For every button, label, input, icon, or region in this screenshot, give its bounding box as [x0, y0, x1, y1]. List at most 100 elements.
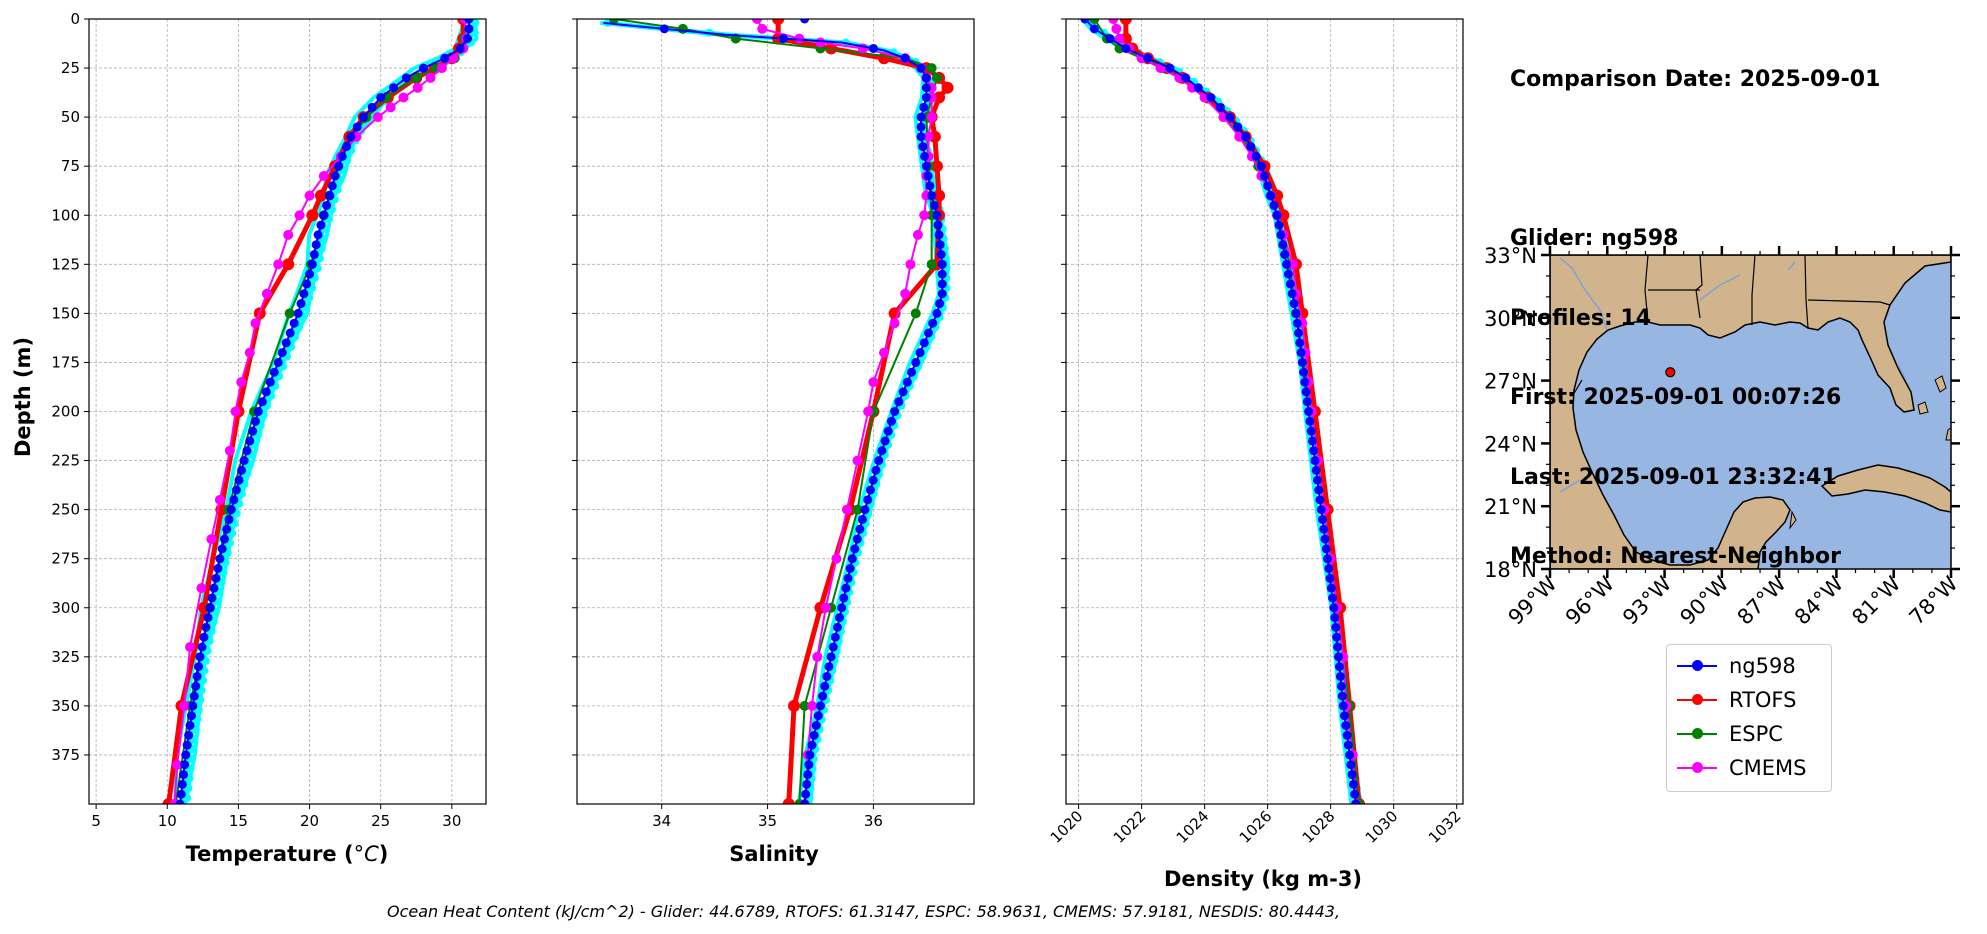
series-point-ng598	[900, 53, 910, 63]
series-point-ng598	[865, 485, 875, 495]
x-tick-label: 1032	[1425, 807, 1465, 847]
x-tick-label: 5	[91, 812, 101, 830]
series-point-ng598	[923, 328, 933, 338]
series-point-ng598	[902, 377, 912, 387]
series-point-ng598	[935, 299, 945, 309]
series-point-ng598	[1334, 662, 1344, 672]
map-rivers	[1559, 257, 1906, 493]
map-lat-label: 21°N	[1484, 495, 1537, 519]
series-point-cmems	[273, 259, 284, 270]
series-point-ng598	[182, 740, 192, 750]
series-point-ng598	[302, 279, 312, 289]
x-tick-label: 20	[300, 812, 319, 830]
map-lat-label: 30°N	[1484, 307, 1537, 331]
series-point-ng598	[1225, 112, 1235, 122]
series-point-cmems	[172, 759, 183, 770]
series-point-ng598	[464, 19, 474, 24]
y-tick-label: 125	[51, 255, 80, 273]
series-point-cmems	[820, 602, 831, 613]
series-point-ng598	[1291, 308, 1301, 318]
series-point-ng598	[890, 407, 900, 416]
series-point-cmems	[1287, 259, 1298, 270]
series-point-ng598	[839, 593, 849, 603]
series-point-ng598	[800, 799, 810, 804]
series-point-ng598	[826, 652, 836, 662]
series-point-ng598	[192, 671, 202, 681]
legend-marker	[1692, 660, 1703, 671]
series-point-ng598	[828, 642, 838, 652]
series-point-ng598	[191, 681, 201, 691]
series-point-ng598	[918, 142, 928, 152]
series-point-ng598	[802, 779, 812, 789]
series-point-rtofs	[788, 699, 801, 712]
legend-marker	[1692, 728, 1703, 739]
series-point-rtofs	[282, 258, 295, 271]
series-point-ng598	[209, 583, 219, 593]
y-tick-label: 150	[51, 304, 80, 322]
glider-location-marker	[1665, 367, 1676, 378]
series-point-ng598	[1121, 43, 1131, 53]
series-point-ng598	[1330, 613, 1340, 623]
series-point-cmems	[250, 318, 261, 329]
series-point-ng598	[898, 387, 908, 397]
series-point-ng598	[1343, 740, 1353, 750]
series-point-ng598	[261, 387, 271, 397]
series-point-ng598	[1294, 328, 1304, 338]
legend-label: CMEMS	[1729, 756, 1807, 780]
series-point-ng598	[248, 426, 258, 436]
legend-marker	[1692, 694, 1703, 705]
series-point-cmems	[1218, 112, 1229, 123]
series-point-ng598	[1278, 240, 1288, 250]
series-point-cmems	[294, 210, 305, 221]
series-point-ng598	[883, 426, 893, 436]
series-point-ng598	[1342, 730, 1352, 740]
map-land-cuba	[1820, 464, 1951, 513]
series-point-ng598	[894, 397, 904, 407]
series-point-ng598	[815, 701, 825, 711]
series-point-cmems	[244, 347, 255, 358]
series-point-ng598	[342, 142, 352, 152]
y-tick-label: 200	[51, 403, 80, 421]
series-point-ng598	[933, 220, 943, 230]
series-point-cmems	[889, 318, 900, 329]
series-point-cmems	[236, 377, 247, 388]
series-point-espc	[852, 504, 863, 515]
series-point-ng598	[305, 269, 315, 279]
y-tick-label: 50	[61, 108, 80, 126]
legend-item-cmems: CMEMS	[1667, 751, 1831, 785]
series-point-ng598	[197, 642, 207, 652]
series-point-cmems	[807, 700, 818, 711]
series-point-ng598	[1338, 701, 1348, 711]
series-point-ng598	[359, 112, 369, 122]
series-point-ng598	[224, 514, 234, 524]
series-point-ng598	[936, 250, 946, 259]
series-point-ng598	[1331, 622, 1341, 632]
series-point-ng598	[852, 534, 862, 544]
series-point-ng598	[928, 318, 938, 328]
legend-item-ng598: ng598	[1667, 649, 1831, 683]
series-point-ng598	[1319, 524, 1329, 534]
series-point-ng598	[245, 436, 255, 446]
series-point-ng598	[376, 93, 386, 102]
series-point-ng598	[253, 407, 263, 416]
series-point-cmems	[926, 112, 937, 123]
series-point-ng598	[313, 230, 323, 240]
map-lat-label: 33°N	[1484, 244, 1537, 268]
series-point-ng598	[807, 740, 817, 750]
series-point-cmems	[794, 33, 805, 44]
series-point-espc	[799, 700, 810, 711]
x-tick-label: 1022	[1110, 807, 1150, 847]
series-point-ng598	[289, 318, 299, 328]
series-point-rtofs	[772, 19, 785, 25]
series-point-espc	[1089, 19, 1100, 24]
series-point-ng598	[1193, 83, 1203, 93]
series-point-cmems	[185, 642, 196, 652]
series-point-ng598	[237, 465, 247, 475]
series-point-cmems	[230, 406, 241, 417]
series-point-ng598	[1337, 691, 1347, 701]
series-point-ng598	[1206, 93, 1216, 102]
series-point-ng598	[180, 760, 190, 770]
series-point-ng598	[1233, 122, 1243, 132]
plot-area	[1080, 19, 1366, 804]
